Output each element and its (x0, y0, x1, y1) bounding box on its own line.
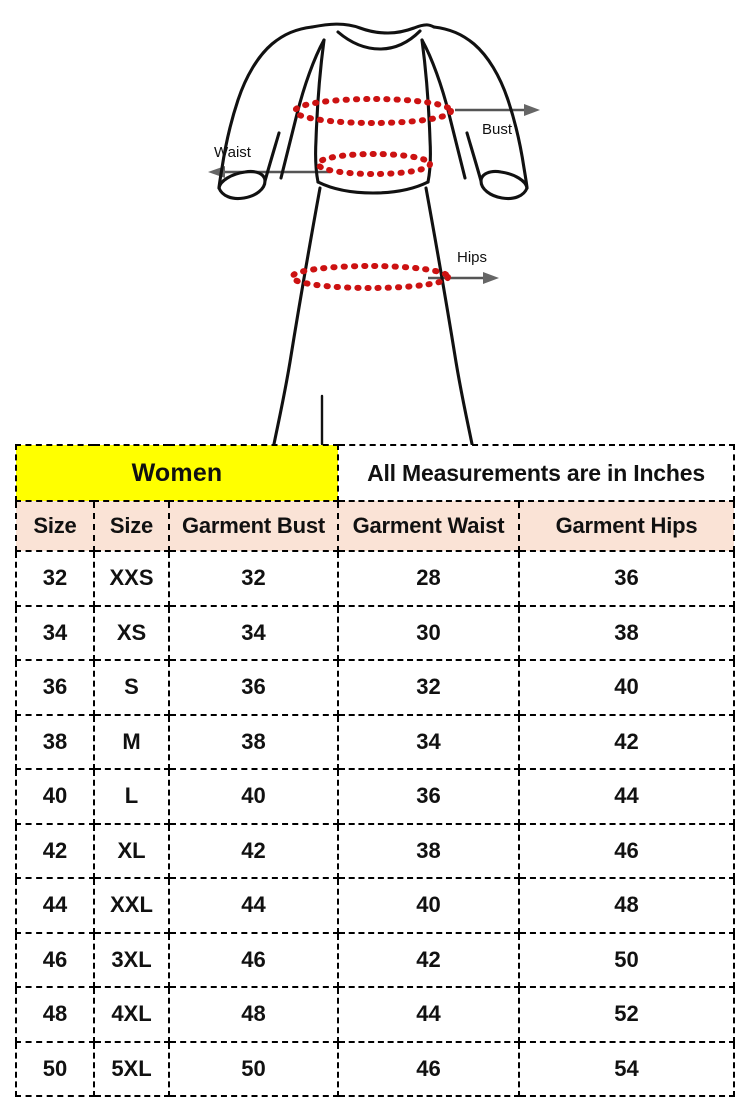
cell-size-alpha: L (93, 768, 170, 825)
cell-garment-bust: 38 (168, 713, 339, 770)
size-chart-table: Women All Measurements are in Inches Siz… (15, 444, 736, 1097)
cell-size-numeric: 42 (15, 822, 95, 879)
cell-size-numeric: 32 (15, 550, 95, 607)
cell-garment-waist: 42 (337, 931, 520, 988)
cell-garment-bust: 46 (168, 931, 339, 988)
bust-measure-band (292, 96, 454, 126)
cell-size-alpha: S (93, 659, 170, 716)
table-row: 34 XS 34 30 38 (15, 604, 736, 661)
cell-garment-hips: 50 (517, 931, 736, 988)
cell-size-numeric: 48 (15, 986, 95, 1043)
cell-garment-bust: 44 (168, 877, 339, 934)
cell-garment-hips: 46 (517, 822, 736, 879)
cell-garment-hips: 36 (517, 550, 736, 607)
cell-garment-bust: 40 (168, 768, 339, 825)
cell-garment-hips: 38 (517, 604, 736, 661)
header-size-numeric: Size (15, 500, 95, 552)
waist-measure-band (315, 151, 433, 177)
cell-garment-hips: 54 (517, 1040, 736, 1097)
cell-size-alpha: XXL (93, 877, 170, 934)
cell-garment-bust: 32 (168, 550, 339, 607)
cell-garment-waist: 28 (337, 550, 520, 607)
table-title-row: Women All Measurements are in Inches (15, 444, 736, 502)
size-chart-body: Women All Measurements are in Inches Siz… (15, 444, 736, 1097)
table-row: 32 XXS 32 28 36 (15, 550, 736, 607)
dress-diagram-svg: Bust Waist Hips (208, 22, 540, 446)
table-row: 48 4XL 48 44 52 (15, 986, 736, 1043)
garment-outline (217, 22, 529, 446)
bust-arrow (455, 104, 540, 116)
table-row: 36 S 36 32 40 (15, 659, 736, 716)
cell-size-alpha: XS (93, 604, 170, 661)
cell-garment-hips: 48 (517, 877, 736, 934)
cell-size-numeric: 40 (15, 768, 95, 825)
hips-measure-band (289, 263, 451, 291)
cell-garment-bust: 50 (168, 1040, 339, 1097)
measurement-illustration: Bust Waist Hips (0, 0, 746, 446)
table-row: 40 L 40 36 44 (15, 768, 736, 825)
table-row: 42 XL 42 38 46 (15, 822, 736, 879)
table-header-row: Size Size Garment Bust Garment Waist Gar… (15, 500, 736, 552)
cell-garment-waist: 30 (337, 604, 520, 661)
cell-garment-hips: 42 (517, 713, 736, 770)
cell-size-alpha: 3XL (93, 931, 170, 988)
title-measurements: All Measurements are in Inches (336, 444, 736, 502)
cell-garment-hips: 44 (517, 768, 736, 825)
cell-garment-waist: 36 (337, 768, 520, 825)
cell-size-alpha: XL (93, 822, 170, 879)
cell-garment-bust: 42 (168, 822, 339, 879)
cell-size-numeric: 44 (15, 877, 95, 934)
header-garment-bust: Garment Bust (168, 500, 339, 552)
cell-garment-hips: 52 (517, 986, 736, 1043)
cell-garment-waist: 46 (337, 1040, 520, 1097)
bust-label: Bust (482, 121, 513, 138)
cell-garment-waist: 38 (337, 822, 520, 879)
cell-garment-bust: 34 (168, 604, 339, 661)
cell-garment-waist: 34 (337, 713, 520, 770)
title-women: Women (15, 444, 339, 502)
cell-garment-hips: 40 (517, 659, 736, 716)
table-row: 46 3XL 46 42 50 (15, 931, 736, 988)
table-row: 50 5XL 50 46 54 (15, 1040, 736, 1097)
cell-garment-bust: 36 (168, 659, 339, 716)
cell-size-alpha: 5XL (93, 1040, 170, 1097)
cell-garment-bust: 48 (168, 986, 339, 1043)
hips-label: Hips (457, 249, 487, 266)
cell-garment-waist: 32 (337, 659, 520, 716)
cell-size-numeric: 36 (15, 659, 95, 716)
header-garment-waist: Garment Waist (337, 500, 520, 552)
cell-size-alpha: XXS (93, 550, 170, 607)
cell-size-numeric: 46 (15, 931, 95, 988)
table-row: 38 M 38 34 42 (15, 713, 736, 770)
cell-size-numeric: 38 (15, 713, 95, 770)
cell-garment-waist: 40 (337, 877, 520, 934)
cell-garment-waist: 44 (337, 986, 520, 1043)
cell-size-numeric: 34 (15, 604, 95, 661)
header-size-alpha: Size (93, 500, 170, 552)
cell-size-numeric: 50 (15, 1040, 95, 1097)
cell-size-alpha: M (93, 713, 170, 770)
size-chart-container: Women All Measurements are in Inches Siz… (15, 444, 736, 1097)
table-row: 44 XXL 44 40 48 (15, 877, 736, 934)
cell-size-alpha: 4XL (93, 986, 170, 1043)
header-garment-hips: Garment Hips (517, 500, 736, 552)
hips-arrow (428, 272, 499, 284)
waist-label: Waist (214, 144, 252, 161)
